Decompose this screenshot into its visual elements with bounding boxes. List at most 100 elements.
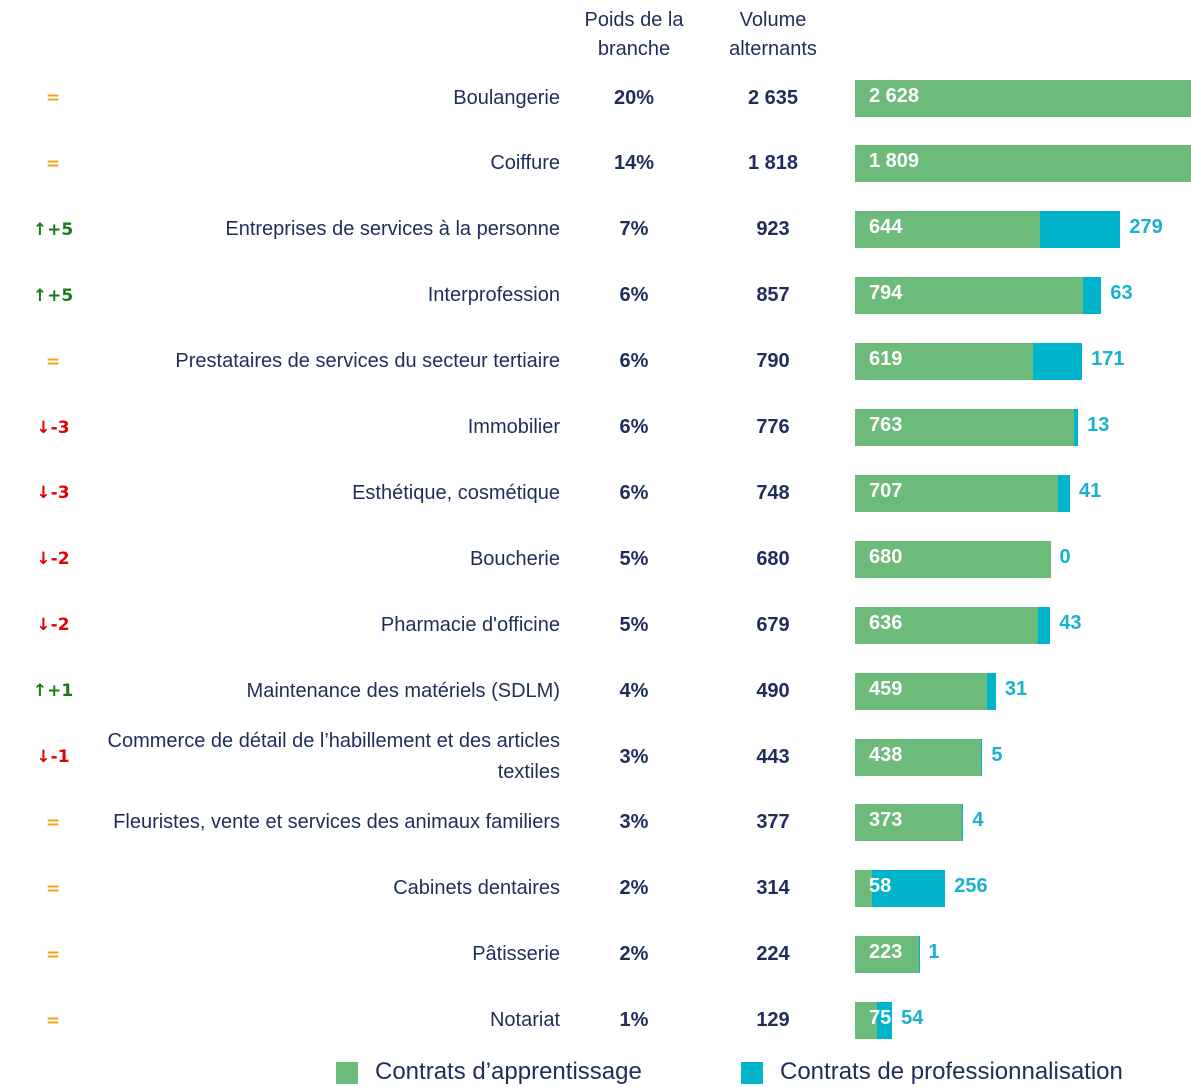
category-label: Boucherie xyxy=(469,547,560,570)
volume: 2 635 xyxy=(747,86,799,109)
category-label: Immobilier xyxy=(467,416,560,438)
data-label: 223 xyxy=(869,941,903,964)
volume: 1 818 xyxy=(747,152,799,175)
rank-change: = xyxy=(45,878,61,899)
data-label: 1 xyxy=(928,941,940,964)
volume: 776 xyxy=(756,416,790,438)
weight: 5% xyxy=(619,613,649,636)
volume: 857 xyxy=(756,284,790,307)
rank-change: ↓-2 xyxy=(36,549,70,570)
category-label: Interprofession xyxy=(427,284,560,307)
bar xyxy=(855,145,1191,183)
volume: 790 xyxy=(756,350,790,373)
legend-swatch xyxy=(741,1062,763,1084)
data-label: 279 xyxy=(1129,216,1163,239)
rank-change: = xyxy=(45,351,61,372)
rank-change: ↑+5 xyxy=(32,285,74,306)
category-label: Prestataires de services du secteur tert… xyxy=(175,350,560,373)
category-label: Boulangerie xyxy=(453,86,560,109)
bar xyxy=(855,870,872,908)
bar xyxy=(855,79,1191,117)
data-label: 43 xyxy=(1059,611,1082,634)
data-label: 256 xyxy=(954,875,988,898)
bar xyxy=(1037,606,1051,644)
data-label: 63 xyxy=(1110,282,1133,305)
bar xyxy=(986,672,996,710)
volume: 443 xyxy=(756,745,790,768)
bar xyxy=(855,606,1038,644)
data-label: 58 xyxy=(869,875,892,898)
bar xyxy=(855,474,1059,512)
data-label: 0 xyxy=(1059,545,1071,568)
rank-change: ↓-1 xyxy=(36,747,70,767)
data-label: 41 xyxy=(1079,479,1102,502)
bar xyxy=(855,738,981,776)
data-label: 1 809 xyxy=(869,150,920,173)
rank-change: = xyxy=(45,812,61,833)
bar xyxy=(855,1002,877,1040)
category-label: Commerce de détail de l’habillement et d… xyxy=(107,730,560,783)
bar xyxy=(1032,343,1083,381)
bar xyxy=(855,343,1033,381)
weight: 2% xyxy=(619,877,649,900)
data-label: 680 xyxy=(869,545,903,568)
bar xyxy=(855,540,1051,578)
bar-area: 2 628 1 809 279 644 63 794 171 619 13 763 41 707 0 68… xyxy=(855,0,1191,1087)
weight: 7% xyxy=(619,218,649,241)
category-label: Esthétique, cosmétique xyxy=(352,481,560,504)
data-label: 5 xyxy=(991,743,1003,766)
category-label: Fleuristes, vente et services des animau… xyxy=(113,811,560,834)
data-label: 459 xyxy=(869,677,903,700)
data-label: 644 xyxy=(869,216,903,239)
weight: 6% xyxy=(619,350,649,373)
volume: 679 xyxy=(756,613,790,636)
data-label: 707 xyxy=(869,479,903,502)
data-label: 619 xyxy=(869,348,903,371)
column-header: Volume alternants xyxy=(729,9,817,60)
category-label: Entreprises de services à la personne xyxy=(225,218,560,241)
category-label: Maintenance des matériels (SDLM) xyxy=(246,679,560,702)
weight: 6% xyxy=(619,481,649,504)
legend-label: Contrats d’apprentissage xyxy=(375,1058,642,1085)
bar xyxy=(855,672,987,710)
bar xyxy=(1058,474,1071,512)
rank-change: ↑+1 xyxy=(32,681,74,702)
bar xyxy=(1074,409,1079,446)
rank-change: = xyxy=(45,153,61,174)
bar xyxy=(855,409,1075,446)
column-header: Poids de la branche xyxy=(584,9,684,60)
rank-change: ↓-3 xyxy=(36,483,70,504)
bar xyxy=(855,211,1041,249)
weight: 3% xyxy=(619,745,649,768)
weight: 1% xyxy=(619,1009,649,1032)
data-label: 31 xyxy=(1004,677,1028,700)
data-label: 794 xyxy=(869,282,903,305)
volume: 314 xyxy=(756,877,790,900)
bar xyxy=(871,870,946,908)
data-label: 54 xyxy=(901,1007,924,1030)
data-label: 13 xyxy=(1087,414,1110,436)
volume: 680 xyxy=(756,547,790,570)
weight: 6% xyxy=(619,284,649,307)
bar xyxy=(855,804,963,842)
weight: 14% xyxy=(613,152,655,175)
weight: 2% xyxy=(619,943,649,966)
volume: 748 xyxy=(756,481,790,504)
weight: 4% xyxy=(619,679,649,702)
bar xyxy=(962,804,964,842)
bar xyxy=(1083,277,1102,315)
category-label: Notariat xyxy=(489,1009,560,1032)
bar xyxy=(855,277,1084,315)
weight: 5% xyxy=(619,547,649,570)
volume: 923 xyxy=(756,218,790,241)
data-label: 4 xyxy=(972,809,984,832)
rank-change: = xyxy=(45,944,61,965)
bar xyxy=(876,1002,893,1040)
bar xyxy=(855,936,920,974)
data-label: 75 xyxy=(869,1007,892,1030)
weight: 6% xyxy=(619,416,649,438)
volume: 129 xyxy=(756,1009,790,1032)
category-label: Coiffure xyxy=(490,152,560,175)
bar xyxy=(980,738,983,776)
